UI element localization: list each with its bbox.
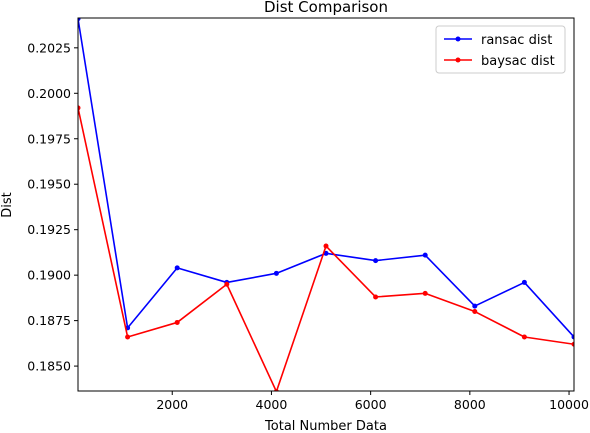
series-1-point — [224, 281, 230, 287]
series-1-point — [521, 334, 527, 340]
x-tick-label: 8000 — [454, 397, 486, 412]
y-axis: 0.1850 0.1875 0.1900 0.1925 0.1950 0.1975 0.20… — [27, 40, 78, 374]
x-tick-label: 6000 — [355, 397, 387, 412]
series-0-point — [422, 252, 428, 258]
x-tick-label: 2000 — [156, 397, 188, 412]
x-tick-label: 10000 — [549, 397, 589, 412]
series-1-point — [174, 319, 180, 325]
series-1-point — [323, 243, 329, 249]
legend-label-ransac: ransac dist — [481, 33, 552, 48]
series-0-point — [472, 303, 478, 309]
series-1-point — [125, 334, 131, 340]
series-0-point — [78, 18, 81, 22]
legend-label-baysac: baysac dist — [481, 54, 555, 69]
series-0-point — [373, 258, 379, 264]
series-0-point — [273, 270, 279, 276]
y-tick-label: 0.1975 — [27, 131, 71, 146]
x-axis-label: Total Number Data — [264, 419, 387, 433]
y-tick-label: 0.1925 — [27, 222, 71, 237]
y-axis-label: Dist — [0, 192, 15, 218]
x-axis: 2000 4000 6000 8000 10000 — [156, 391, 589, 412]
legend-box — [435, 25, 566, 74]
series-1-point — [422, 290, 428, 296]
series-0-point — [174, 265, 180, 271]
y-tick-label: 0.1950 — [27, 177, 71, 192]
legend-marker-baysac — [455, 57, 461, 63]
series-1-point — [273, 389, 279, 391]
legend-marker-ransac — [455, 36, 461, 42]
series-1-point — [78, 105, 81, 111]
y-tick-label: 0.1900 — [27, 268, 71, 283]
y-tick-label: 0.2000 — [27, 86, 71, 101]
series-1-point — [571, 341, 574, 347]
y-tick-label: 0.2025 — [27, 40, 71, 55]
series-0-point — [571, 334, 574, 340]
plot-area — [78, 18, 574, 391]
series-1-point — [373, 294, 379, 300]
legend: ransac dist baysac dist — [435, 25, 566, 74]
x-tick-label: 4000 — [256, 397, 288, 412]
series-0-point — [521, 279, 527, 285]
chart-title: Dist Comparison — [264, 0, 388, 16]
series-line-1 — [78, 107, 574, 391]
series-1-point — [472, 309, 478, 315]
plot-frame — [77, 17, 575, 392]
y-tick-label: 0.1850 — [27, 359, 71, 374]
y-tick-label: 0.1875 — [27, 313, 71, 328]
